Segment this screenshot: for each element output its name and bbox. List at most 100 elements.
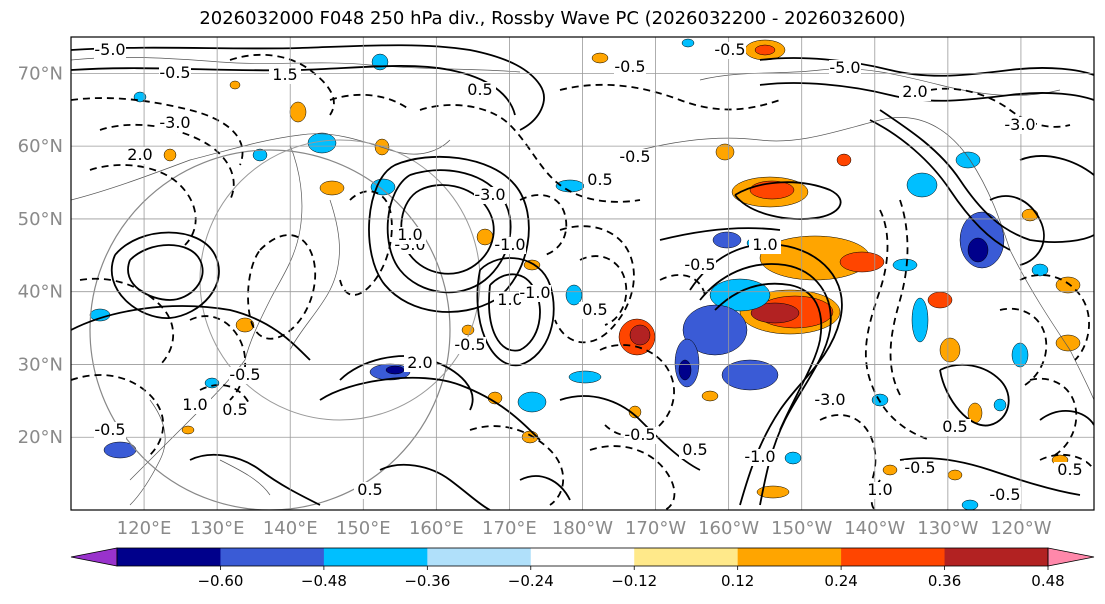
- contour-label-bg: [624, 427, 656, 444]
- contour-label: -0.5: [454, 335, 485, 354]
- colorbar-tick-label: −0.36: [404, 572, 450, 590]
- negative-contour: [89, 164, 197, 246]
- contour-label-bg: [494, 237, 526, 254]
- colorbar-segment: [427, 548, 532, 566]
- positive-contour: [189, 453, 321, 506]
- contour-label-bg: [579, 302, 611, 319]
- contour-label: 2.0: [902, 82, 927, 101]
- positive-contour: [488, 273, 541, 352]
- longitude-label: 180°W: [552, 518, 613, 539]
- map-frame: [70, 36, 1095, 511]
- longitude-label: 150°W: [771, 518, 832, 539]
- contour-label-bg: [494, 292, 526, 309]
- positive-contour: [699, 263, 832, 506]
- positive-contour: [476, 257, 555, 367]
- divergence-patch: [1055, 276, 1081, 294]
- colorbar-tick-label: −0.12: [611, 572, 657, 590]
- colorbar-tick-label: −0.24: [508, 572, 554, 590]
- contour-label-bg: [354, 482, 386, 499]
- contour-label: 0.5: [587, 170, 612, 189]
- divergence-patch: [681, 38, 695, 48]
- divergence-patch: [181, 425, 195, 435]
- positive-contour: [379, 463, 491, 510]
- divergence-patch: [836, 153, 852, 167]
- colorbar-tick-label: 0.48: [1031, 572, 1064, 590]
- colorbar-segment: [117, 548, 221, 566]
- coastline: [129, 399, 166, 506]
- contour-label: -5.0: [829, 58, 860, 77]
- contour-label: -3.0: [1004, 115, 1035, 134]
- latitude-label: 40°N: [18, 282, 63, 303]
- negative-contour: [71, 374, 165, 456]
- longitude-label: 130°E: [190, 518, 245, 539]
- colorbar-tick-label: 0.12: [721, 572, 754, 590]
- contour-label: -3.0: [159, 113, 190, 132]
- positive-contour: [386, 169, 512, 294]
- longitude-label: 160°W: [698, 518, 759, 539]
- negative-contour: [999, 307, 1048, 386]
- positive-contour: [879, 109, 1094, 243]
- negative-contour: [189, 315, 247, 401]
- contour-label-bg: [899, 84, 931, 101]
- negative-contour: [554, 225, 635, 344]
- contour-label-bg: [159, 115, 191, 132]
- positive-contour: [71, 305, 311, 361]
- divergence-patch: [882, 464, 898, 476]
- contour-label-bg: [229, 367, 261, 384]
- longitude-label: 120°E: [117, 518, 172, 539]
- positive-contour: [899, 457, 1081, 496]
- negative-contour: [589, 445, 676, 510]
- negative-contour: [579, 255, 628, 326]
- contour-label: -3.0: [474, 185, 505, 204]
- map-plot-area: -5.0 -0.5 1.5 -3.0 2.0 -0.5 0.5 -0.5 -5.0 2.0 -3.0…: [70, 36, 1095, 511]
- negative-contour: [889, 199, 909, 396]
- positive-contour: [869, 119, 1011, 251]
- positive-contour: [689, 243, 843, 506]
- negative-contour: [659, 274, 706, 296]
- contour-label-bg: [989, 487, 1021, 504]
- latitude-labels: 70°N 60°N 50°N 40°N 30°N 20°N: [18, 63, 63, 448]
- positive-contour: [734, 181, 842, 220]
- divergence-patch: [628, 405, 642, 419]
- colorbar-tick-label: −0.60: [197, 572, 243, 590]
- contour-label-bg: [714, 42, 746, 59]
- contour-label-bg: [464, 82, 496, 99]
- contour-label: 0.5: [942, 417, 967, 436]
- negative-contour: [71, 97, 244, 166]
- contour-label: -0.5: [684, 255, 715, 274]
- contour-label-bg: [159, 65, 191, 82]
- positive-contour: [519, 475, 571, 501]
- longitude-label: 140°W: [844, 518, 905, 539]
- contour-label: -1.0: [519, 283, 550, 302]
- contour-label-bg: [904, 460, 936, 477]
- contour-label: 1.0: [497, 290, 522, 309]
- divergence-patch: [967, 237, 989, 263]
- lat-lon-gridlines: [71, 37, 1094, 510]
- contour-label: -0.5: [229, 365, 260, 384]
- divergence-patch: [229, 80, 241, 90]
- contour-label: -0.5: [94, 420, 125, 439]
- contour-label: 1.0: [182, 395, 207, 414]
- longitude-labels: 120°E 130°E 140°E 150°E 160°E 170°E 180°W 170°W…: [117, 518, 1052, 539]
- divergence-patch: [89, 308, 111, 322]
- divergence-patch: [1011, 342, 1029, 368]
- divergence-patch: [523, 259, 541, 271]
- contour-label-bg: [454, 337, 486, 354]
- divergence-patch: [476, 228, 494, 246]
- divergence-patch: [461, 324, 475, 336]
- divergence-patch: [927, 291, 953, 309]
- contour-label: 1.0: [867, 480, 892, 499]
- divergence-patch: [289, 101, 307, 123]
- positive-contour: [659, 227, 781, 241]
- divergence-patch: [839, 251, 885, 273]
- contour-label-bg: [744, 449, 776, 466]
- longitude-label: 170°W: [625, 518, 686, 539]
- contour-label: -5.0: [94, 40, 125, 59]
- contour-label-bg: [519, 285, 551, 302]
- divergence-patch: [715, 143, 735, 161]
- positive-contour: [319, 376, 541, 441]
- contour-label: 2.0: [407, 353, 432, 372]
- contour-label-bg: [94, 42, 126, 59]
- negative-contour: [199, 384, 251, 406]
- negative-contour: [819, 414, 877, 496]
